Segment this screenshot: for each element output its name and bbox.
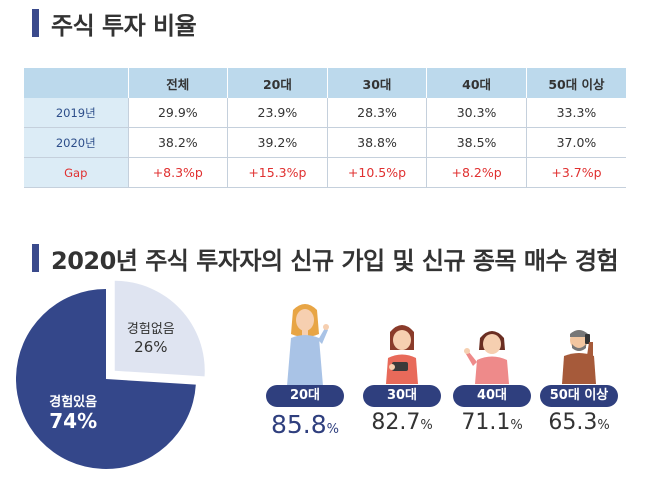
percent-value: 82.7	[371, 410, 421, 435]
age-group-panel: 20대 85.8% 30대 82.7% 40대 71.1%	[255, 300, 635, 450]
percent-value: 85.8	[270, 410, 327, 439]
section-title-text: 주식 투자 비율	[51, 11, 197, 40]
pie-slice-experienced	[16, 289, 196, 469]
table-row: 2019년 29.9% 23.9% 28.3% 30.3% 33.3%	[24, 98, 626, 128]
age-label-pill: 30대	[363, 385, 441, 407]
percent-unit: %	[597, 418, 610, 433]
table-cell: 29.9%	[127, 98, 228, 128]
age-percent: 65.3%	[529, 410, 629, 435]
table-cell: 38.2%	[127, 127, 228, 158]
percent-value: 71.1	[461, 410, 511, 435]
pie-value-label: 26%	[134, 338, 167, 356]
table-cell: +8.2%p	[426, 157, 527, 188]
table-header-total: 전체	[127, 68, 228, 98]
table-cell: 38.8%	[326, 127, 427, 158]
age-label-pill: 40대	[453, 385, 531, 407]
section-title-stock-ratio: 주식 투자 비율	[32, 8, 197, 40]
table-cell: 38.5%	[426, 127, 527, 158]
percent-unit: %	[510, 418, 523, 433]
age-group-50s: 50대 이상 65.3%	[529, 300, 629, 450]
woman-young-icon	[287, 304, 329, 386]
age-percent: 82.7%	[352, 410, 452, 435]
section-title-experience: 2020년 주식 투자자의 신규 가입 및 신규 종목 매수 경험	[32, 243, 619, 275]
woman-middle-icon	[464, 331, 509, 384]
man-phone-icon	[562, 330, 596, 384]
table-cell: 33.3%	[525, 98, 626, 128]
table-header-30s: 30대	[326, 68, 427, 98]
table-row: 2020년 38.2% 39.2% 38.8% 38.5% 37.0%	[24, 127, 626, 158]
percent-unit: %	[420, 418, 433, 433]
table-cell: 28.3%	[326, 98, 427, 128]
table-cell: +3.7%p	[525, 157, 626, 188]
age-label-pill: 50대 이상	[540, 385, 618, 407]
woman-phone-icon	[386, 325, 418, 384]
table-cell: +10.5%p	[326, 157, 427, 188]
pie-category-label: 경험없음	[127, 322, 175, 337]
table-row-gap: Gap +8.3%p +15.3%p +10.5%p +8.2%p +3.7%p	[24, 157, 626, 188]
age-group-20s: 20대 85.8%	[255, 300, 355, 450]
row-label: Gap	[24, 157, 128, 188]
table-cell: 37.0%	[525, 127, 626, 158]
table-header-row: 전체 20대 30대 40대 50대 이상	[24, 68, 626, 98]
title-accent-bar	[32, 9, 39, 37]
age-percent: 71.1%	[442, 410, 542, 435]
table-cell: +15.3%p	[227, 157, 328, 188]
table-cell: 23.9%	[227, 98, 328, 128]
table-cell: 39.2%	[227, 127, 328, 158]
age-group-40s: 40대 71.1%	[442, 300, 542, 450]
table-cell: +8.3%p	[127, 157, 228, 188]
table-header-20s: 20대	[227, 68, 328, 98]
table-header-blank	[24, 68, 128, 98]
stock-ratio-table: 전체 20대 30대 40대 50대 이상 2019년 29.9% 23.9% …	[24, 68, 626, 188]
pie-category-label: 경험있음	[49, 394, 97, 410]
table-header-50s: 50대 이상	[525, 68, 626, 98]
section-title-text: 2020년 주식 투자자의 신규 가입 및 신규 종목 매수 경험	[51, 246, 619, 275]
age-label-pill: 20대	[266, 385, 344, 407]
percent-value: 65.3	[548, 410, 598, 435]
percent-unit: %	[326, 422, 340, 437]
pie-value-label: 74%	[49, 409, 97, 433]
age-percent: 85.8%	[255, 410, 355, 439]
table-cell: 30.3%	[426, 98, 527, 128]
pie-slice-not-experienced	[114, 280, 205, 377]
row-label: 2020년	[24, 127, 128, 158]
row-label: 2019년	[24, 98, 128, 128]
title-accent-bar	[32, 244, 39, 272]
age-group-30s: 30대 82.7%	[352, 300, 452, 450]
table-header-40s: 40대	[426, 68, 527, 98]
